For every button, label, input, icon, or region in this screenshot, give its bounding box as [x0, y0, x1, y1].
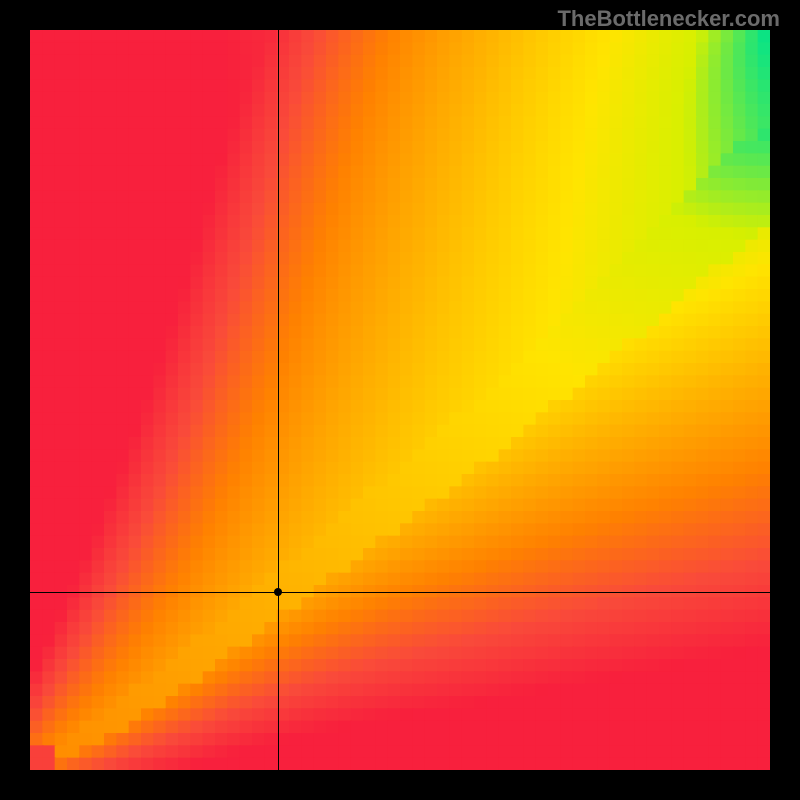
crosshair-vertical — [278, 30, 279, 770]
heatmap-canvas — [30, 30, 770, 770]
watermark-text: TheBottlenecker.com — [557, 6, 780, 32]
crosshair-horizontal — [30, 592, 770, 593]
chart-container: TheBottlenecker.com — [0, 0, 800, 800]
plot-area — [30, 30, 770, 770]
crosshair-marker — [274, 588, 282, 596]
